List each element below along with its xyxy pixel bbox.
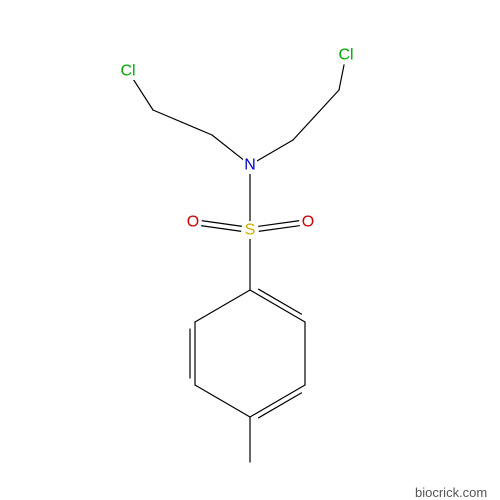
atom-label-o: O [187, 214, 199, 231]
atom-label-o: O [302, 214, 314, 231]
atom-label-cl: Cl [338, 47, 353, 64]
atom-label-n: N [244, 157, 256, 174]
atom-label-cl: Cl [120, 63, 135, 80]
atom-label-s: S [245, 222, 256, 239]
watermark-text: biocrick.com [415, 485, 487, 500]
molecule-canvas: Cl Cl N S O O [0, 0, 500, 500]
